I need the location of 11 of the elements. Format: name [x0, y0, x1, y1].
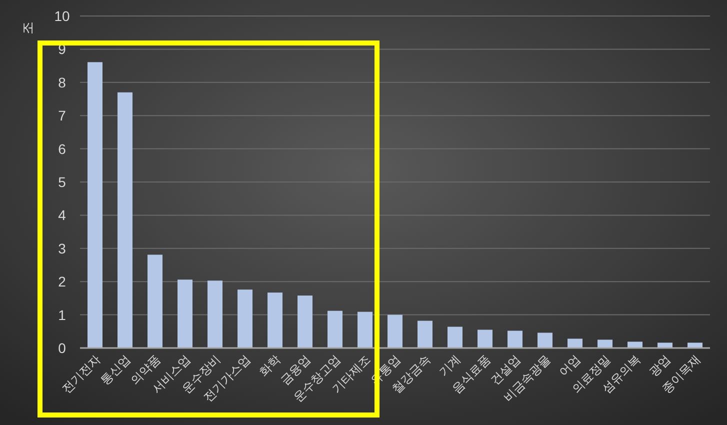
y-tick-label: 7 — [58, 108, 66, 124]
y-tick-label: 10 — [54, 8, 70, 24]
y-tick-label: 4 — [58, 207, 66, 224]
y-tick-label: 3 — [58, 240, 66, 256]
y-tick-label: 5 — [58, 174, 66, 190]
y-axis-title: 조 — [20, 22, 35, 34]
y-tick-label: 6 — [58, 140, 66, 157]
y-tick-label: 0 — [58, 340, 66, 356]
y-tick-label: 8 — [58, 74, 66, 90]
y-tick-label: 1 — [58, 306, 66, 323]
y-tick-label: 2 — [58, 274, 66, 290]
